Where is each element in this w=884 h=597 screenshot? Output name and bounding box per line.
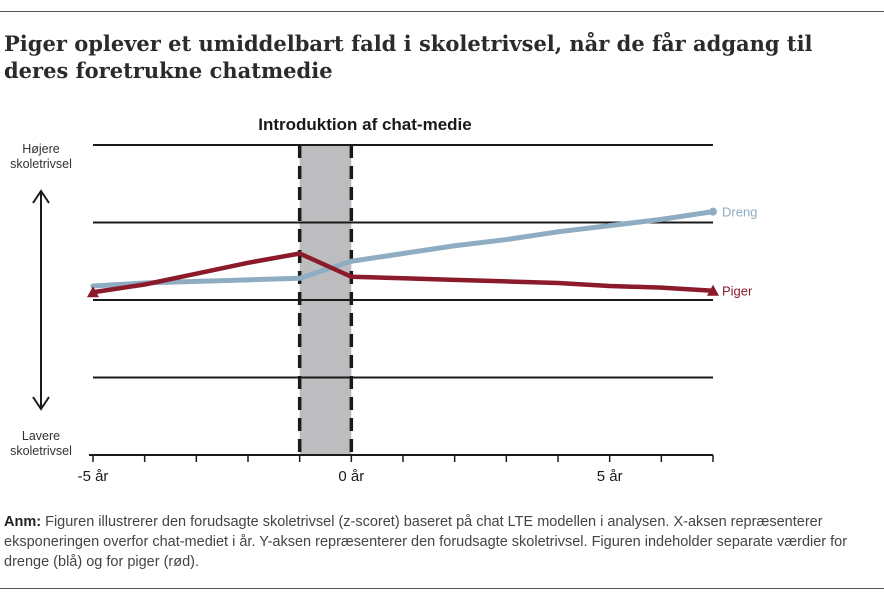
page-title: Piger oplever et umiddelbart fald i skol… xyxy=(4,31,813,83)
y-label-top: Højere skoletrivsel xyxy=(10,142,72,171)
y-label-bottom: Lavere skoletrivsel xyxy=(10,429,72,458)
chart: -5 år 0 år 5 år Introduktion af chat-medie H… xyxy=(10,115,757,485)
data-point-dreng xyxy=(709,207,717,216)
data-point-dreng xyxy=(193,278,199,284)
note-text: Figuren illustrerer den forudsagte skole… xyxy=(4,514,848,570)
series-label-piger: Piger xyxy=(722,284,753,299)
data-point-piger xyxy=(87,286,99,298)
data-point-piger xyxy=(707,284,719,296)
data-point-piger xyxy=(504,279,509,284)
data-point-dreng xyxy=(297,275,303,281)
x-tick-label: -5 år xyxy=(78,468,109,485)
figure-note: Anm: Figuren illustrerer den forudsagte … xyxy=(4,512,882,572)
data-point-dreng xyxy=(245,277,251,283)
data-point-piger xyxy=(659,285,664,290)
data-point-piger xyxy=(556,280,560,285)
data-point-piger xyxy=(349,274,354,279)
data-point-piger xyxy=(142,282,147,287)
note-label: Anm: xyxy=(4,514,42,530)
chart-title: Introduktion af chat-medie xyxy=(258,115,471,134)
data-point-dreng xyxy=(503,237,509,243)
data-point-piger xyxy=(194,271,199,276)
data-point-piger xyxy=(246,260,250,265)
series-label-dreng: Dreng xyxy=(722,205,757,220)
data-point-piger xyxy=(607,284,612,289)
data-point-piger xyxy=(297,251,302,256)
data-point-dreng xyxy=(607,223,613,229)
data-point-piger xyxy=(452,277,457,282)
y-arrow-head-up xyxy=(32,189,50,204)
data-point-dreng xyxy=(400,251,406,256)
x-tick-label: 5 år xyxy=(597,468,623,485)
data-point-dreng xyxy=(348,258,354,264)
bottom-rule xyxy=(0,588,884,589)
series-line-piger xyxy=(90,251,716,295)
y-arrow-head-down xyxy=(32,396,50,411)
data-point-dreng xyxy=(452,243,458,249)
data-point-dreng xyxy=(90,283,96,289)
x-tick-label: 0 år xyxy=(338,468,364,485)
data-point-dreng xyxy=(555,229,561,235)
top-rule xyxy=(0,11,884,12)
data-point-dreng xyxy=(658,216,664,222)
data-point-piger xyxy=(401,276,405,281)
